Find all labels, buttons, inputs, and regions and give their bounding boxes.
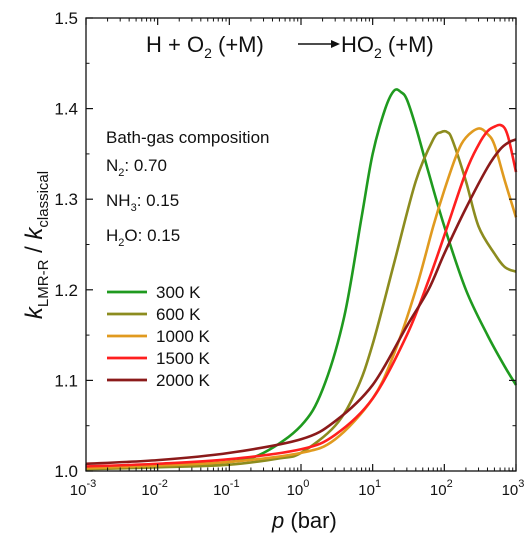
legend-label: 600 K [156, 305, 201, 324]
x-tick-label: 101 [358, 478, 381, 499]
annotation-row-n2: N2: 0.70 [106, 156, 167, 179]
x-tick-label: 10-2 [141, 478, 167, 499]
x-axis-var: p [271, 508, 284, 533]
title-lhs-sub: 2 [204, 45, 212, 61]
chart-title-rhs: HO2 (+M) [341, 32, 434, 61]
title-rhs-rest: (+M) [382, 32, 434, 57]
chart-title: H + O2 (+M) [146, 32, 264, 61]
series-line-1500-k [85, 123, 518, 468]
annotation-row-h2o: H2O: 0.15 [106, 226, 180, 249]
legend: 300 K 600 K 1000 K 1500 K 2000 K [107, 283, 211, 390]
annotation-heading: Bath-gas composition [106, 128, 269, 147]
y-tick-label: 1.1 [54, 371, 78, 390]
y-tick-label: 1.4 [54, 100, 78, 119]
annotation: Bath-gas composition N2: 0.70 NH3: 0.15 … [106, 128, 269, 249]
x-axis-label: p (bar) [271, 508, 337, 533]
legend-label: 2000 K [156, 371, 211, 390]
title-arrow [298, 40, 340, 48]
series-layer [85, 88, 518, 471]
y-tick-label: 1.0 [54, 462, 78, 481]
series-line-300-k [85, 88, 518, 470]
annotation-row-nh3: NH3: 0.15 [106, 191, 179, 214]
x-tick-label: 10-1 [213, 478, 239, 499]
title-lhs-rest: (+M) [212, 32, 264, 57]
title-rhs-sub: 2 [374, 45, 382, 61]
series-line-600-k [85, 129, 517, 471]
y-axis-label: kLMR-R / kclassical [21, 171, 52, 319]
legend-label: 1000 K [156, 327, 211, 346]
y-tick-label: 1.2 [54, 281, 78, 300]
x-tick-label: 103 [502, 478, 525, 499]
x-tick-label: 10-3 [70, 478, 96, 499]
x-axis-unit: (bar) [284, 508, 337, 533]
title-rhs: HO [341, 32, 374, 57]
legend-label: 1500 K [156, 349, 211, 368]
tick-layer: 10-3 10-2 10-1 100 101 102 103 1.0 1.1 1.2 1.3 1.4 1… [54, 9, 524, 499]
y-tick-label: 1.5 [54, 9, 78, 28]
x-tick-label: 100 [287, 478, 310, 499]
series-line-1000-k [85, 127, 518, 470]
title-lhs: H + O [146, 32, 204, 57]
y-tick-label: 1.3 [54, 190, 78, 209]
series-line-2000-k [85, 138, 517, 466]
x-tick-label: 102 [430, 478, 453, 499]
legend-label: 300 K [156, 283, 201, 302]
